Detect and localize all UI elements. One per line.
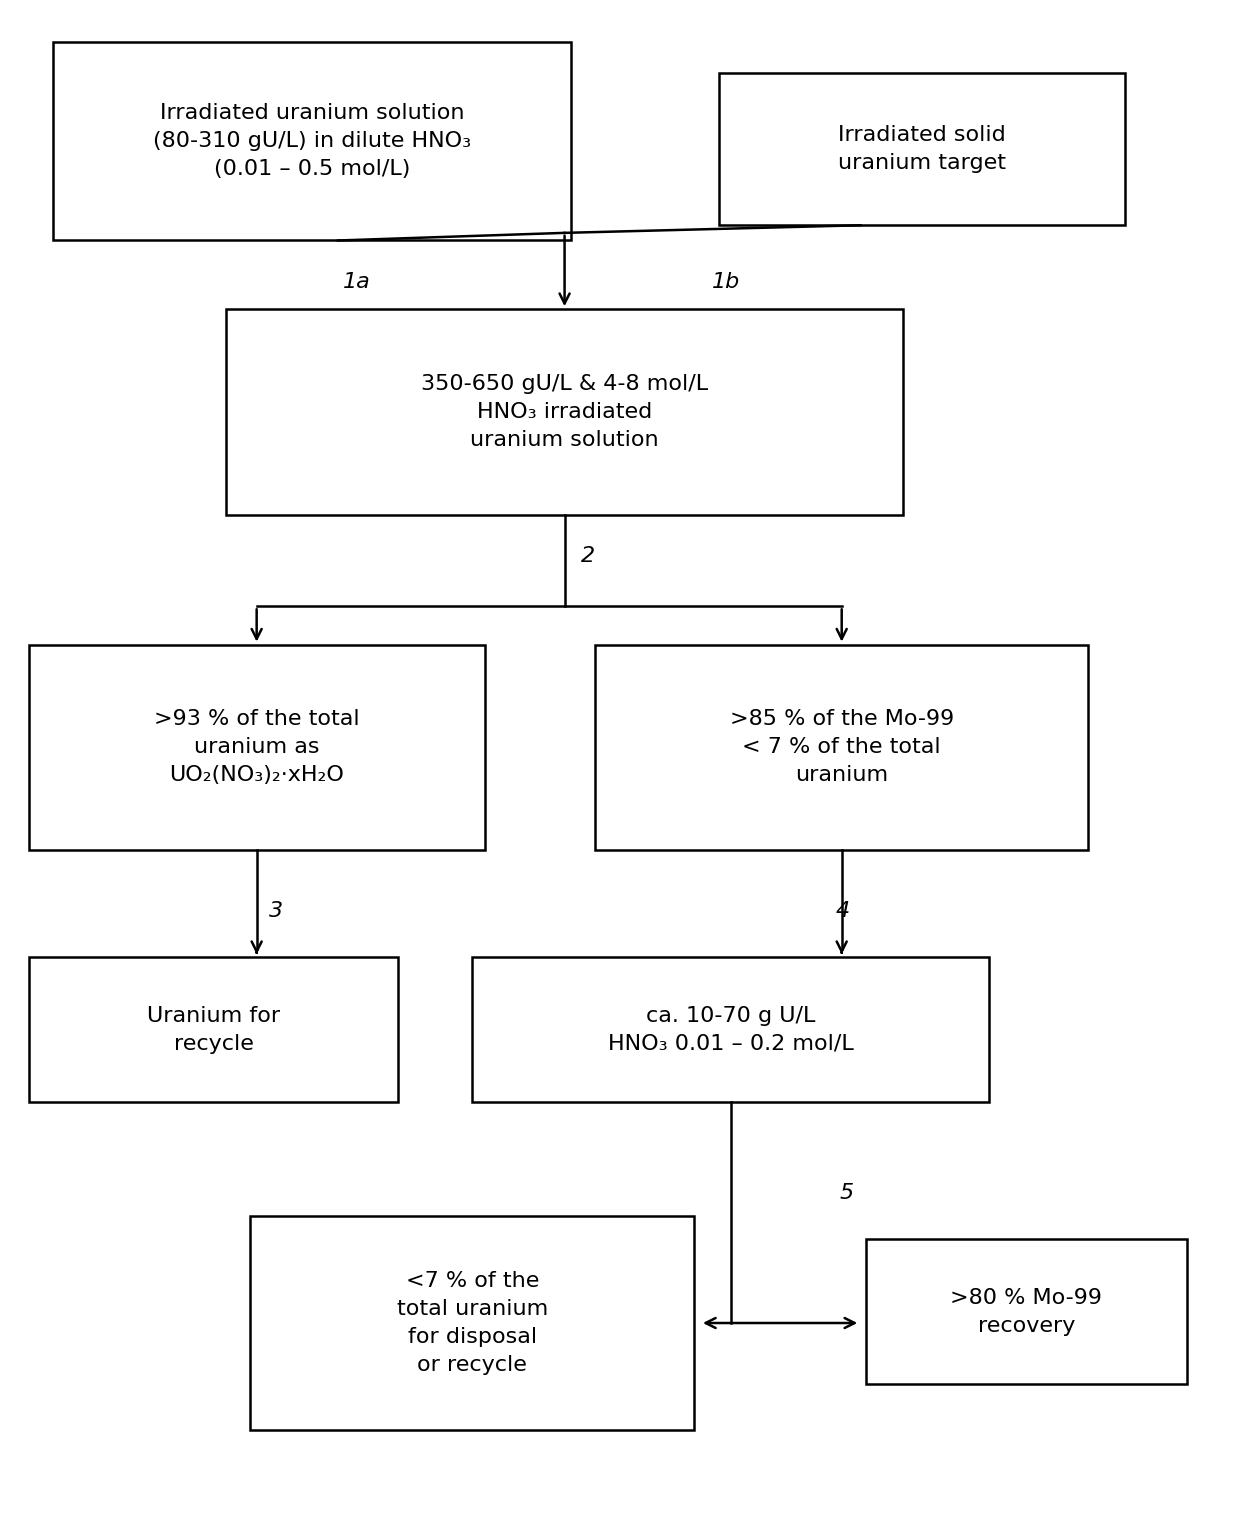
FancyBboxPatch shape bbox=[226, 310, 903, 515]
Text: 5: 5 bbox=[839, 1183, 853, 1203]
FancyBboxPatch shape bbox=[29, 957, 398, 1102]
Text: 1b: 1b bbox=[712, 271, 740, 291]
FancyBboxPatch shape bbox=[53, 43, 570, 241]
Text: Irradiated uranium solution
(80-310 gU/L) in dilute HNO₃
(0.01 – 0.5 mol/L): Irradiated uranium solution (80-310 gU/L… bbox=[153, 103, 471, 179]
FancyBboxPatch shape bbox=[867, 1239, 1187, 1384]
Text: ca. 10-70 g U/L
HNO₃ 0.01 – 0.2 mol/L: ca. 10-70 g U/L HNO₃ 0.01 – 0.2 mol/L bbox=[608, 1006, 853, 1053]
Text: >80 % Mo-99
recovery: >80 % Mo-99 recovery bbox=[950, 1288, 1102, 1335]
Text: <7 % of the
total uranium
for disposal
or recycle: <7 % of the total uranium for disposal o… bbox=[397, 1271, 548, 1375]
Text: 4: 4 bbox=[836, 901, 849, 921]
FancyBboxPatch shape bbox=[472, 957, 990, 1102]
Text: 2: 2 bbox=[580, 546, 595, 566]
Text: >93 % of the total
uranium as
UO₂(NO₃)₂·xH₂O: >93 % of the total uranium as UO₂(NO₃)₂·… bbox=[154, 710, 360, 785]
FancyBboxPatch shape bbox=[718, 72, 1125, 225]
Text: Irradiated solid
uranium target: Irradiated solid uranium target bbox=[838, 126, 1006, 173]
Text: Uranium for
recycle: Uranium for recycle bbox=[148, 1006, 280, 1053]
FancyBboxPatch shape bbox=[250, 1216, 694, 1430]
FancyBboxPatch shape bbox=[595, 644, 1087, 851]
Text: 3: 3 bbox=[269, 901, 283, 921]
FancyBboxPatch shape bbox=[29, 644, 485, 851]
Text: 1a: 1a bbox=[343, 271, 371, 291]
Text: >85 % of the Mo-99
< 7 % of the total
uranium: >85 % of the Mo-99 < 7 % of the total ur… bbox=[729, 710, 954, 785]
Text: 350-650 gU/L & 4-8 mol/L
HNO₃ irradiated
uranium solution: 350-650 gU/L & 4-8 mol/L HNO₃ irradiated… bbox=[422, 374, 708, 451]
